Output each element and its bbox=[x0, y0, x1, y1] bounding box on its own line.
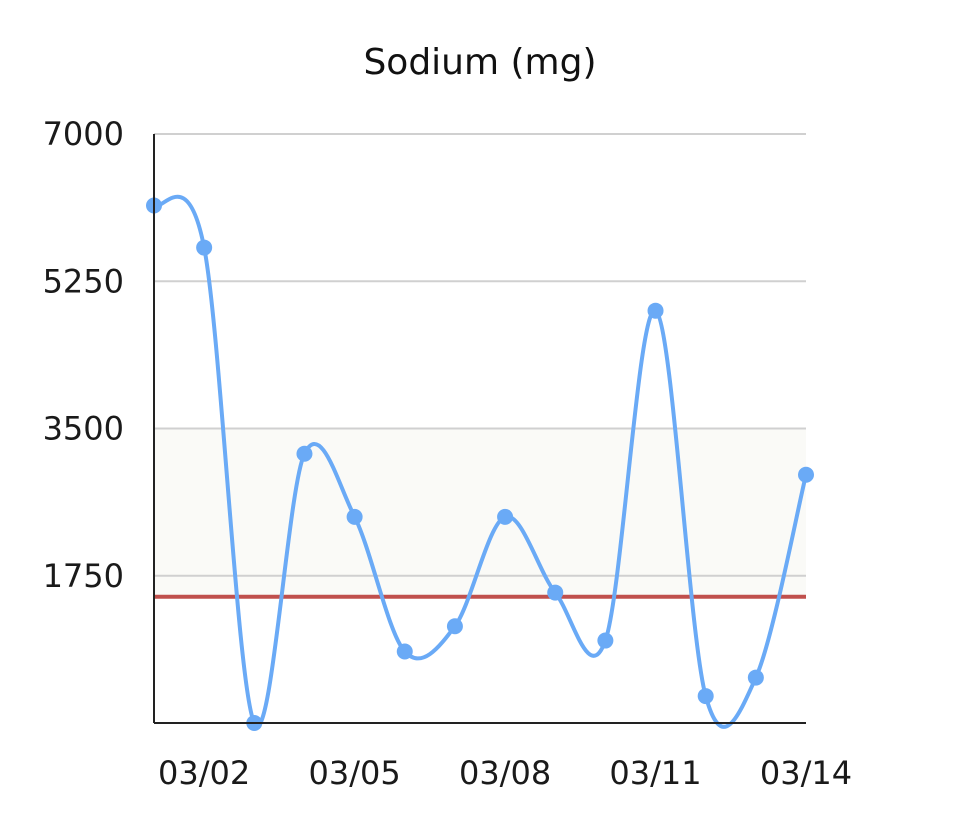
y-tick-label: 7000 bbox=[43, 115, 124, 153]
data-point bbox=[396, 643, 413, 660]
highlight-band bbox=[154, 428, 806, 597]
data-point bbox=[446, 618, 463, 635]
data-point bbox=[647, 302, 664, 319]
y-tick-label: 3500 bbox=[43, 410, 124, 448]
data-point bbox=[597, 632, 614, 649]
x-tick-label: 03/11 bbox=[609, 754, 701, 792]
x-tick-label: 03/05 bbox=[309, 754, 401, 792]
grid-lines bbox=[154, 133, 806, 577]
data-point bbox=[697, 688, 714, 705]
x-tick-labels: 03/02 03/05 03/08 03/11 03/14 bbox=[158, 754, 852, 792]
series-line bbox=[152, 194, 808, 729]
data-point bbox=[346, 508, 363, 525]
y-tick-label: 1750 bbox=[43, 557, 124, 595]
data-point bbox=[747, 669, 764, 686]
data-point bbox=[196, 239, 213, 256]
data-point bbox=[497, 508, 514, 525]
data-point bbox=[296, 445, 313, 462]
x-tick-label: 03/14 bbox=[760, 754, 852, 792]
x-tick-label: 03/02 bbox=[158, 754, 250, 792]
chart-title: Sodium (mg) bbox=[363, 42, 596, 83]
y-tick-label: 5250 bbox=[43, 262, 124, 300]
data-point bbox=[547, 584, 564, 601]
data-point bbox=[798, 466, 814, 483]
x-tick-label: 03/08 bbox=[459, 754, 551, 792]
data-points bbox=[146, 197, 814, 731]
y-tick-labels: 7000 5250 3500 1750 bbox=[43, 115, 124, 595]
